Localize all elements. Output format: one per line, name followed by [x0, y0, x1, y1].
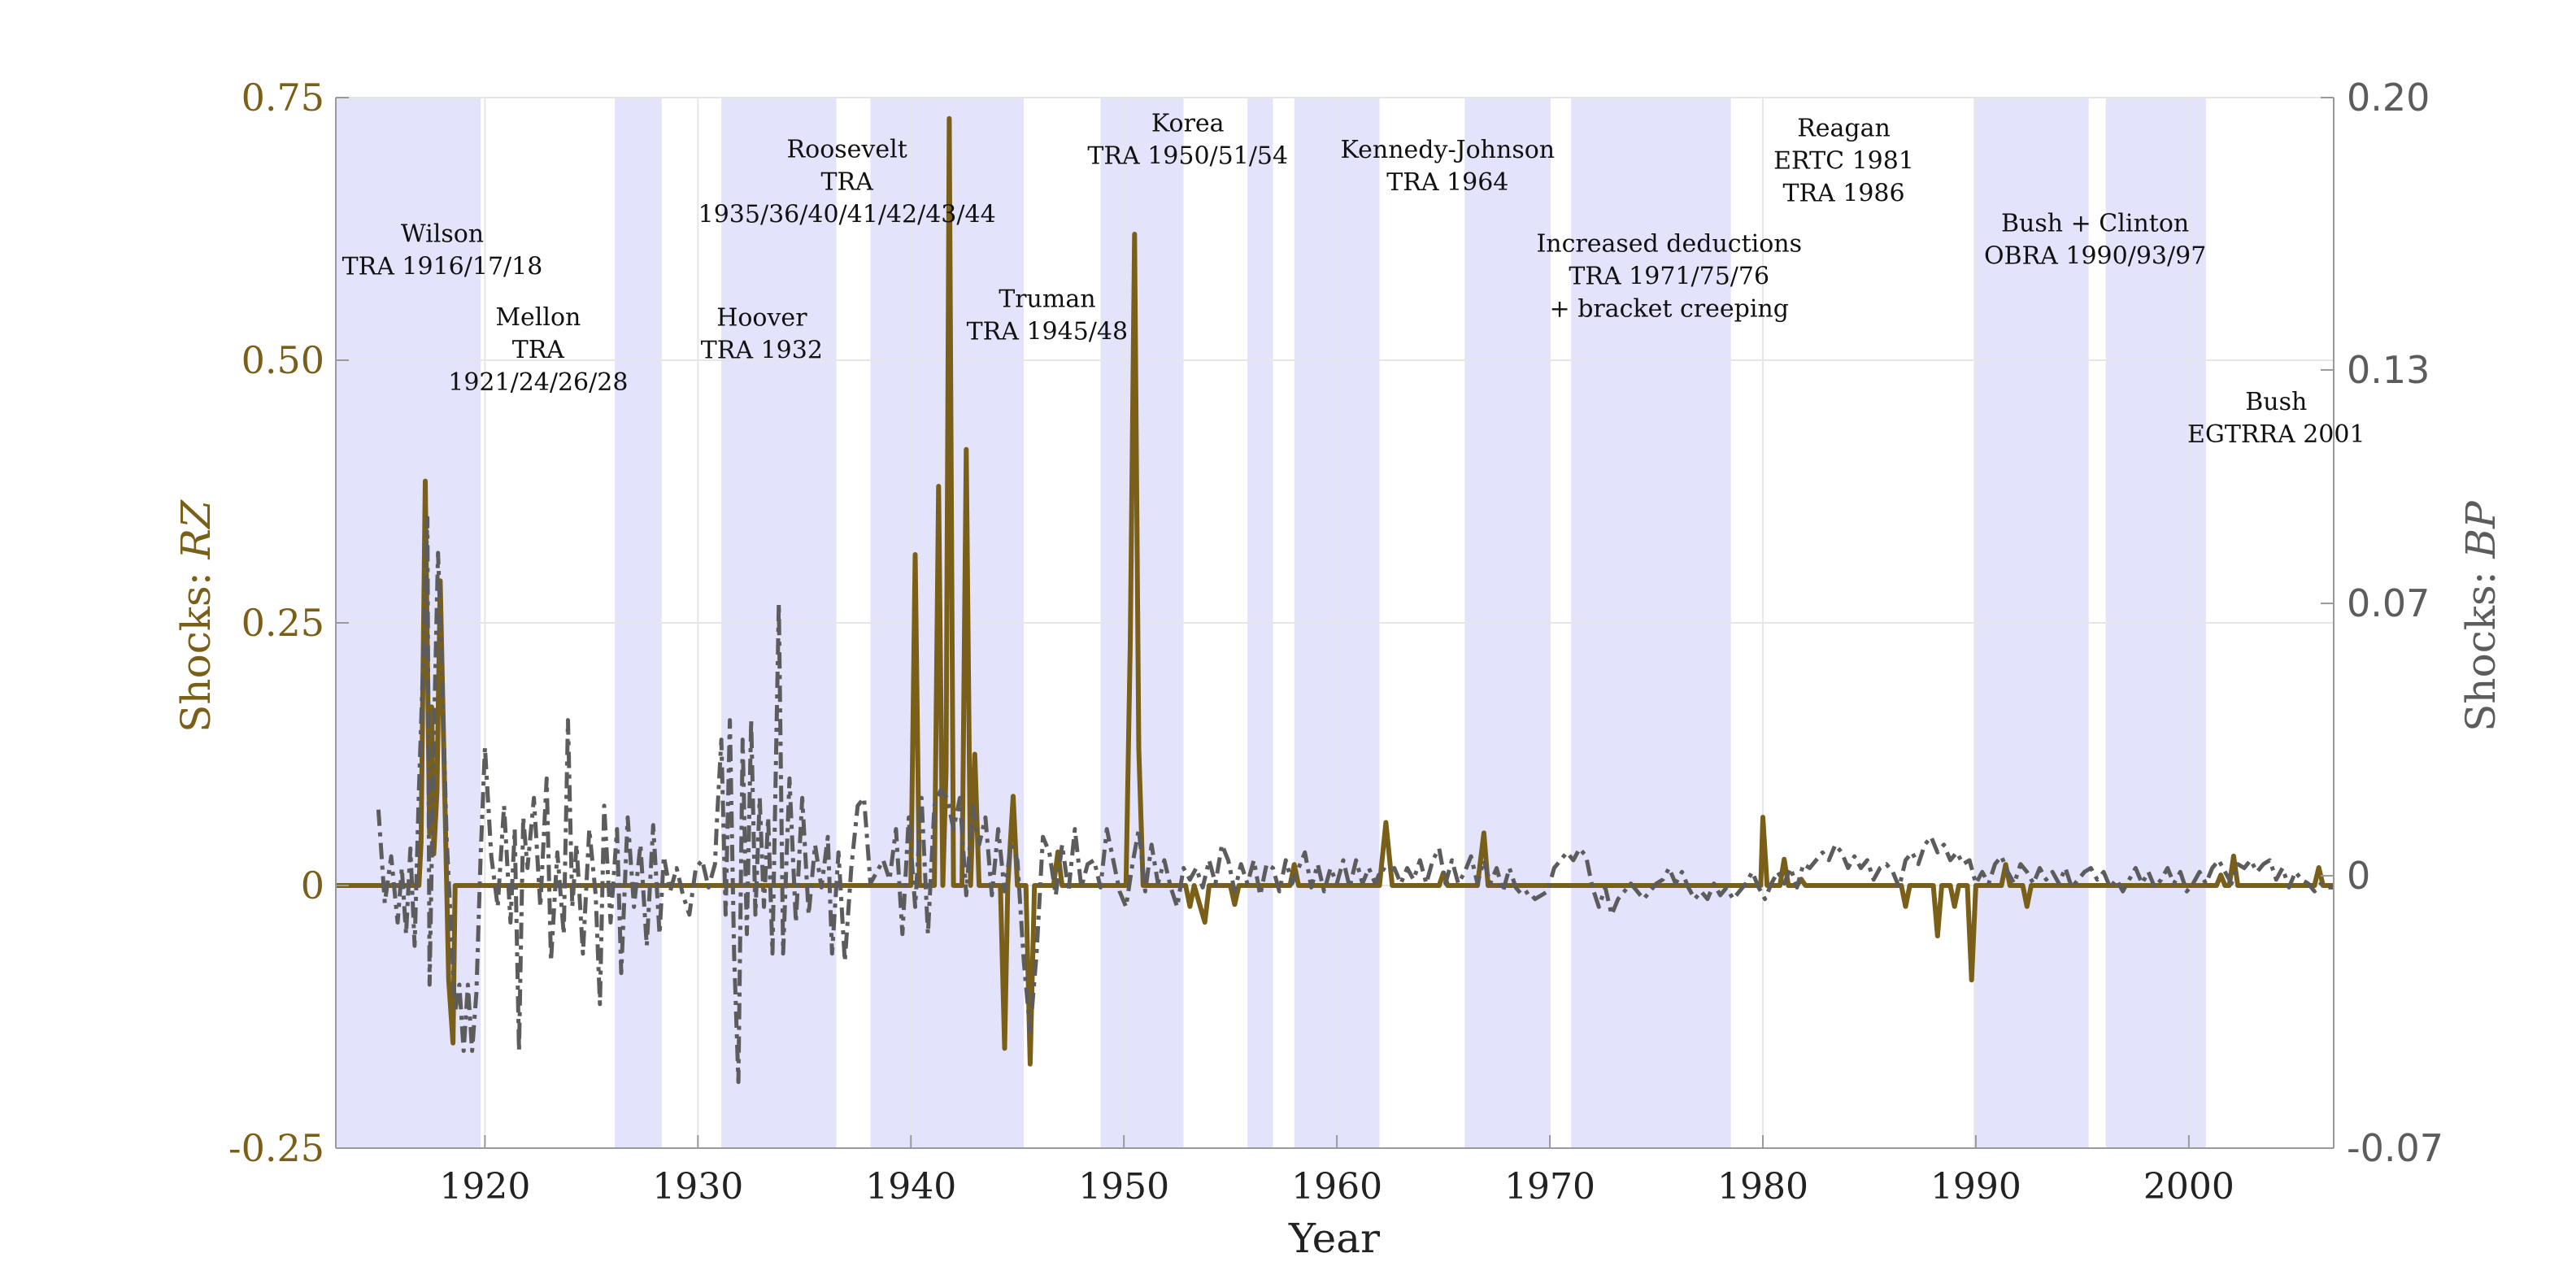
annotation: Bush + Clinton OBRA 1990/93/97 — [1984, 209, 2206, 270]
annotation: Mellon TRA 1921/24/26/28 — [448, 303, 628, 397]
right-tick-label: -0.07 — [2347, 1126, 2443, 1170]
annotation-line: TRA 1932 — [701, 337, 823, 365]
annotation-line: + bracket creeping — [1550, 295, 1789, 324]
x-axis-label: Year — [1288, 1215, 1380, 1262]
annotation-line: TRA — [821, 168, 874, 196]
annotation-line: Increased deductions — [1536, 230, 1802, 259]
x-tick-label: 1990 — [1930, 1166, 2021, 1208]
annotation-line: Bush — [2245, 388, 2307, 416]
annotation: Reagan ERTC 1981 TRA 1986 — [1773, 115, 1914, 208]
annotation-line: Reagan — [1797, 115, 1891, 143]
right-axis-label-prefix: Shocks: — [2457, 559, 2504, 732]
right-axis-label: Shocks: BP — [2457, 500, 2504, 732]
annotation-line: Mellon — [495, 303, 581, 332]
annotation-line: Wilson — [401, 220, 484, 248]
annotation-line: Truman — [999, 285, 1095, 313]
x-tick-label: 1930 — [652, 1166, 743, 1208]
x-tick-label: 1970 — [1504, 1166, 1595, 1208]
annotation-line: TRA 1945/48 — [967, 317, 1128, 346]
annotation-line: TRA — [512, 336, 565, 364]
annotation: Hoover TRA 1932 — [701, 304, 823, 365]
annotation-line: Roosevelt — [787, 135, 907, 163]
annotation: Truman TRA 1945/48 — [967, 285, 1128, 346]
right-tick-label: 0.13 — [2347, 348, 2430, 392]
right-axis-label-symbol: BP — [2457, 500, 2504, 559]
x-tick-label: 1940 — [865, 1166, 956, 1208]
axes — [335, 97, 2334, 1149]
x-tick-label: 1920 — [439, 1166, 530, 1208]
x-tick-label: 1980 — [1717, 1166, 1808, 1208]
annotation-line: TRA 1971/75/76 — [1569, 263, 1769, 291]
x-tick-label: 1950 — [1078, 1166, 1169, 1208]
annotation: Korea TRA 1950/51/54 — [1087, 110, 1288, 171]
annotation-line: ERTC 1981 — [1773, 147, 1914, 176]
right-tick-label: 0.07 — [2347, 581, 2430, 625]
left-tick-label: 0 — [301, 864, 324, 907]
annotation-line: TRA 1986 — [1782, 180, 1904, 208]
x-tick-label: 2000 — [2143, 1166, 2234, 1208]
right-tick-label: 0.20 — [2347, 76, 2430, 120]
x-tick-label: 1960 — [1291, 1166, 1382, 1208]
series-line-rz — [336, 115, 2334, 1067]
left-axis-label: Shocks: RZ — [172, 499, 220, 733]
annotation: Kennedy-Johnson TRA 1964 — [1341, 136, 1556, 197]
left-tick-label: 0.50 — [242, 338, 324, 382]
tick-labels: 1920 1930 1940 1950 1960 1970 1980 1990 2000 -0.2… — [228, 76, 2443, 1208]
series-line-bp — [376, 516, 2334, 1085]
annotation-line: OBRA 1990/93/97 — [1984, 242, 2206, 270]
annotation: Wilson TRA 1916/17/18 — [342, 220, 543, 281]
annotation-line: 1935/36/40/41/42/43/44 — [698, 200, 996, 228]
left-axis-label-prefix: Shocks: — [172, 559, 220, 733]
annotation-line: TRA 1950/51/54 — [1087, 142, 1288, 171]
annotation-line: EGTRRA 2001 — [2187, 420, 2365, 449]
left-axis-label-symbol: RZ — [172, 499, 220, 560]
annotation-line: TRA 1916/17/18 — [342, 252, 543, 281]
annotation: Roosevelt TRA 1935/36/40/41/42/43/44 — [698, 135, 996, 228]
annotation-line: TRA 1964 — [1386, 168, 1508, 197]
left-tick-label: -0.25 — [228, 1126, 324, 1170]
annotation-line: Kennedy-Johnson — [1341, 136, 1556, 164]
left-tick-label: 0.25 — [242, 601, 324, 645]
annotation-line: Korea — [1151, 110, 1225, 138]
annotation-line: Hoover — [716, 304, 807, 333]
annotation: Increased deductions TRA 1971/75/76 + brac… — [1536, 230, 1802, 324]
right-tick-label: 0 — [2347, 854, 2370, 898]
left-tick-label: 0.75 — [242, 76, 324, 120]
annotation: Bush EGTRRA 2001 — [2187, 388, 2365, 449]
series-lines — [336, 115, 2334, 1085]
annotations: Wilson TRA 1916/17/18 Mellon TRA 1921/24/26/… — [342, 110, 2365, 449]
annotation-line: Bush + Clinton — [2001, 209, 2189, 237]
annotation-line: 1921/24/26/28 — [448, 368, 628, 397]
